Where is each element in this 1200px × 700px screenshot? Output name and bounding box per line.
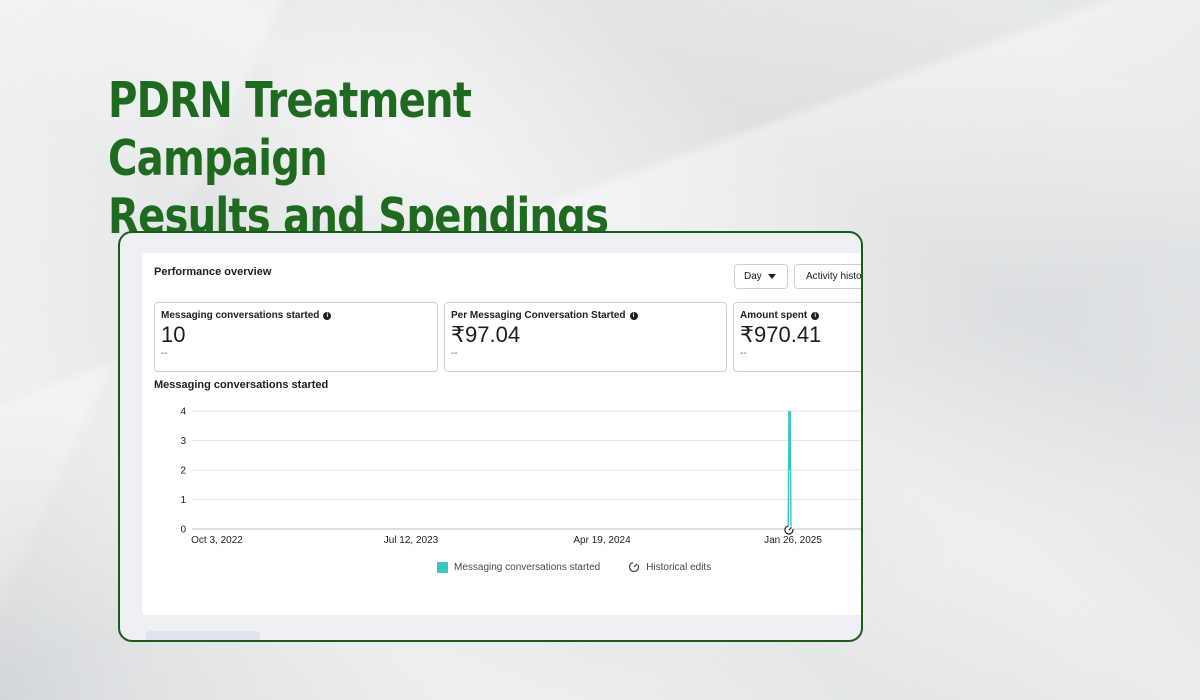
legend-edits-label[interactable]: Historical edits	[646, 561, 712, 573]
metric-card-cost-per-conversation[interactable]: Per Messaging Conversation Started i ₹97…	[444, 302, 727, 372]
legend-series-label[interactable]: Messaging conversations started	[454, 561, 601, 573]
chart-title: Messaging conversations started	[154, 379, 329, 391]
y-tick-label: 4	[180, 407, 186, 418]
info-icon[interactable]: i	[629, 311, 638, 320]
info-icon[interactable]: i	[323, 311, 332, 320]
bottom-tab-stub	[146, 631, 260, 640]
metric-value: ₹97.04	[451, 322, 521, 347]
x-tick-label: Jan 26, 2025	[764, 535, 822, 546]
metric-label-text: Per Messaging Conversation Started	[451, 310, 626, 321]
activity-history-button[interactable]: Activity history	[794, 264, 861, 289]
x-tick-label: Apr 19, 2024	[573, 535, 631, 546]
caret-down-icon	[767, 274, 776, 279]
metric-label-text: Messaging conversations started	[161, 310, 320, 321]
metric-card-amount-spent[interactable]: Amount spent i ₹970.41 --	[733, 302, 861, 372]
metric-comparison: --	[161, 348, 168, 359]
panel-title: Performance overview	[154, 266, 272, 278]
info-icon[interactable]: i	[811, 311, 820, 320]
legend-swatch	[437, 561, 448, 573]
y-tick-label: 0	[180, 525, 186, 536]
y-tick-label: 1	[180, 495, 186, 506]
headline: PDRN Treatment Campaign Results and Spen…	[108, 72, 633, 246]
metric-value: 10	[161, 322, 186, 347]
headline-line-1: PDRN Treatment Campaign	[108, 72, 472, 187]
series-line	[787, 410, 792, 530]
edit-marker-needle	[788, 526, 792, 531]
metric-card-conversations[interactable]: Messaging conversations started i 10 --	[154, 302, 438, 372]
metric-label-text: Amount spent	[740, 310, 808, 321]
metric-label: Messaging conversations started i	[161, 310, 437, 321]
conversations-chart: 0 1 2 3 4 Oct 3, 2022 Jul 12, 2023 Apr 19, 2024…	[180, 407, 861, 546]
y-tick-label: 3	[180, 436, 186, 447]
day-dropdown[interactable]: Day	[734, 264, 788, 289]
metric-comparison: --	[740, 348, 747, 359]
y-tick-label: 2	[180, 466, 186, 477]
day-dropdown-label: Day	[744, 271, 762, 282]
metric-label: Per Messaging Conversation Started i	[451, 310, 726, 321]
metric-label: Amount spent i	[740, 310, 861, 321]
metric-value: ₹970.41	[740, 322, 822, 347]
x-tick-label: Jul 12, 2023	[384, 535, 439, 546]
screenshot-frame: Performance overview Day Activity histor…	[118, 231, 863, 642]
historical-edits-icon	[629, 561, 640, 573]
historical-edit-marker	[784, 525, 794, 535]
chart-legend: Messaging conversations started Historic…	[437, 561, 711, 573]
performance-overview-card: Performance overview Day Activity histor…	[142, 253, 861, 615]
x-tick-label: Oct 3, 2022	[191, 535, 243, 546]
metric-comparison: --	[451, 348, 458, 359]
